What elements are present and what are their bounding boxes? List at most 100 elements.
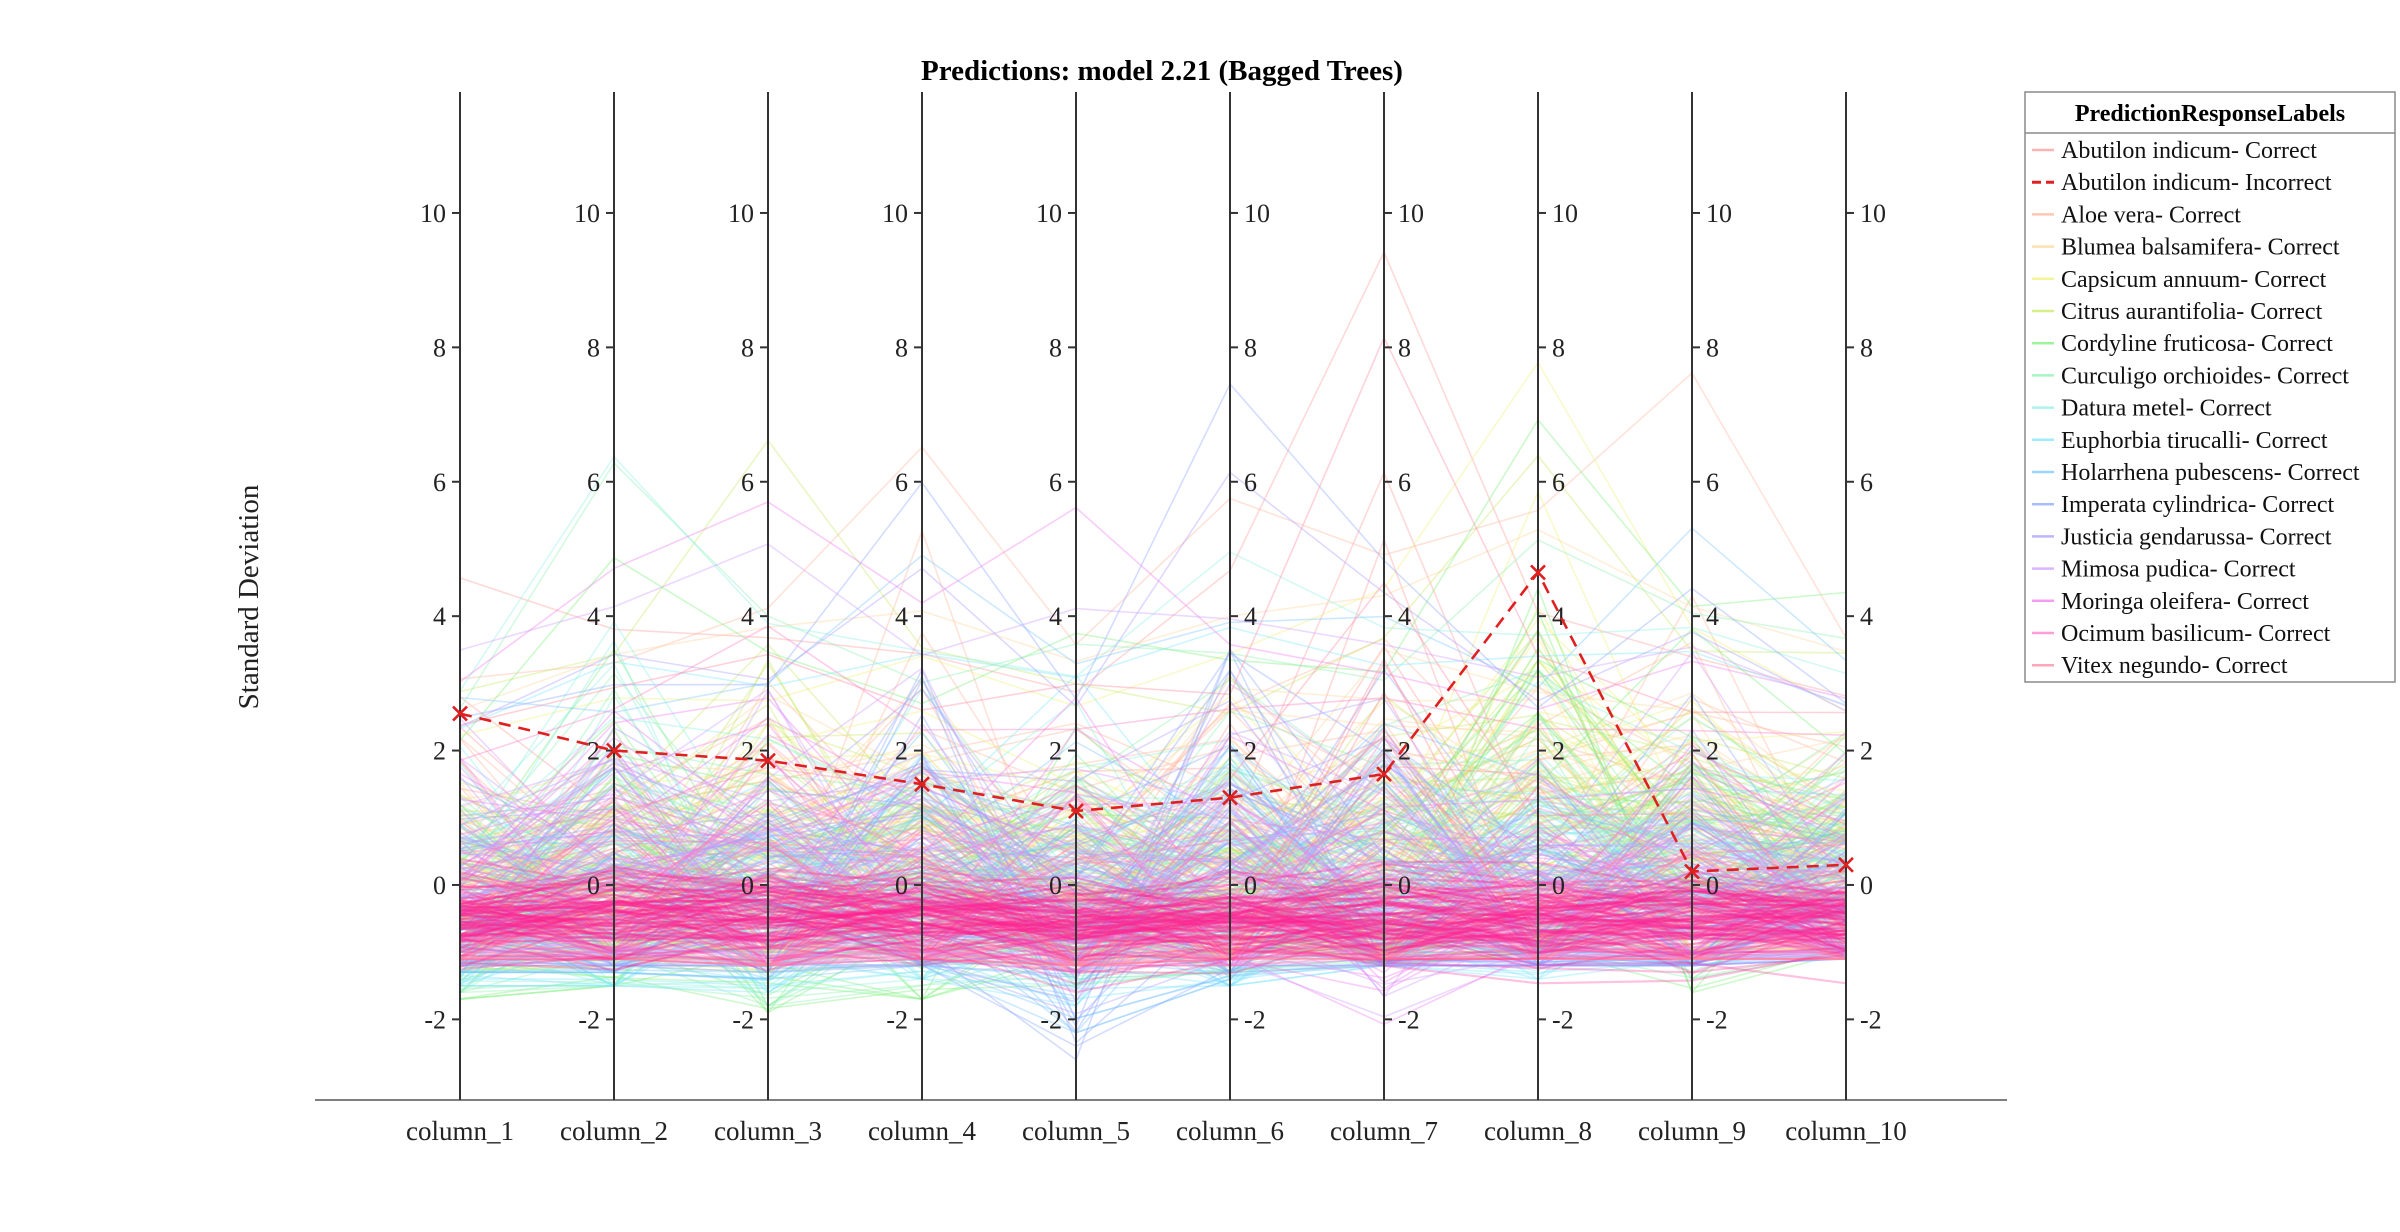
- core-line: [459, 932, 1847, 986]
- x-tick-label: column_2: [560, 1116, 668, 1146]
- series-line: [459, 751, 1847, 974]
- series-line: [459, 757, 1847, 937]
- series-line: [459, 543, 1847, 707]
- series-line: [459, 869, 1847, 965]
- y-tick-label: 2: [1244, 737, 1257, 766]
- series-line: [459, 745, 1847, 967]
- series-line: [459, 720, 1847, 954]
- core-line: [459, 888, 1847, 938]
- series-line: [459, 688, 1847, 949]
- y-tick-label: 8: [1860, 333, 1873, 362]
- series-line: [459, 749, 1847, 974]
- core-line: [459, 900, 1847, 970]
- core-line: [459, 908, 1847, 955]
- series-line: [459, 722, 1847, 933]
- series-line: [459, 814, 1847, 958]
- series-line: [459, 489, 1847, 916]
- series-line: [459, 781, 1847, 959]
- core-line: [459, 904, 1847, 941]
- y-tick-label: 2: [1860, 737, 1873, 766]
- y-tick-label: -2: [1040, 1005, 1062, 1034]
- y-tick-label: 0: [587, 871, 600, 900]
- series-line: [459, 736, 1847, 954]
- y-tick-label: 0: [895, 871, 908, 900]
- y-tick-label: 10: [1552, 199, 1578, 228]
- series-line: [459, 839, 1847, 1007]
- series-line: [459, 787, 1847, 967]
- series-line: [460, 696, 1846, 954]
- series-line: [459, 371, 1847, 680]
- series-line: [459, 775, 1847, 967]
- series-line: [459, 694, 1847, 908]
- series-line: [459, 765, 1847, 954]
- series-line: [459, 753, 1847, 954]
- series-line: [459, 747, 1847, 945]
- legend-label: Curculigo orchioides- Correct: [2061, 363, 2349, 389]
- series-line: [459, 808, 1847, 967]
- series-line: [459, 659, 1847, 929]
- series-line: [459, 828, 1847, 1001]
- series-lines: [459, 471, 1847, 1015]
- series-line: [459, 770, 1847, 953]
- series-line: [459, 832, 1846, 967]
- series-line: [459, 820, 1847, 960]
- series-line: [459, 817, 1847, 930]
- core-line: [459, 934, 1847, 985]
- y-tick-label: 8: [1552, 333, 1565, 362]
- series-line: [459, 439, 1847, 715]
- series-line: [459, 799, 1847, 954]
- series-line: [459, 957, 1847, 1048]
- series-line: [459, 629, 1847, 914]
- series-line: [459, 770, 1847, 968]
- series-line: [459, 678, 1847, 954]
- series-line: [459, 772, 1847, 960]
- series-line: [459, 661, 1847, 960]
- series-line: [459, 839, 1847, 960]
- core-line: [459, 896, 1847, 960]
- core-line: [459, 869, 1847, 917]
- core-line: [459, 864, 1847, 916]
- series-line: [459, 765, 1847, 903]
- series-line: [459, 764, 1847, 976]
- legend-label: Aloe vera- Correct: [2061, 202, 2241, 228]
- y-tick-label: 2: [1706, 737, 1719, 766]
- legend-entry: Datura metel- Correct: [2032, 396, 2272, 422]
- y-tick-label: -2: [424, 1005, 446, 1034]
- series-line: [459, 678, 1847, 974]
- series-line: [459, 879, 1847, 960]
- series-line: [459, 840, 1847, 974]
- y-tick-label: 0: [741, 871, 754, 900]
- legend-label: Abutilon indicum- Incorrect: [2061, 170, 2332, 196]
- core-line: [459, 867, 1847, 925]
- series-line: [459, 752, 1847, 960]
- series-line: [459, 750, 1847, 954]
- series-line: [459, 731, 1847, 967]
- series-line: [459, 636, 1847, 954]
- series-line: [459, 715, 1847, 980]
- core-line: [459, 869, 1847, 930]
- y-tick-label: 8: [1049, 333, 1062, 362]
- y-tick-label: 6: [1398, 468, 1411, 497]
- series-line: [459, 769, 1847, 954]
- core-line: [459, 901, 1847, 956]
- series-line: [459, 837, 1847, 1007]
- series-line: [459, 797, 1847, 932]
- series-line: [459, 461, 1847, 710]
- series-line: [459, 687, 1847, 967]
- core-line: [459, 879, 1847, 937]
- incorrect-marker: [606, 742, 622, 759]
- series-line: [459, 778, 1847, 967]
- series-line: [459, 717, 1847, 931]
- series-line: [459, 686, 1847, 967]
- core-line: [459, 895, 1847, 946]
- y-tick-label: 0: [1706, 871, 1719, 900]
- core-line: [459, 871, 1847, 931]
- series-line: [459, 834, 1847, 967]
- series-line: [459, 849, 1847, 967]
- series-line: [459, 776, 1847, 967]
- y-tick-label: 6: [433, 468, 446, 497]
- series-line: [459, 697, 1847, 1003]
- series-line: [459, 772, 1847, 931]
- series-line: [459, 882, 1846, 967]
